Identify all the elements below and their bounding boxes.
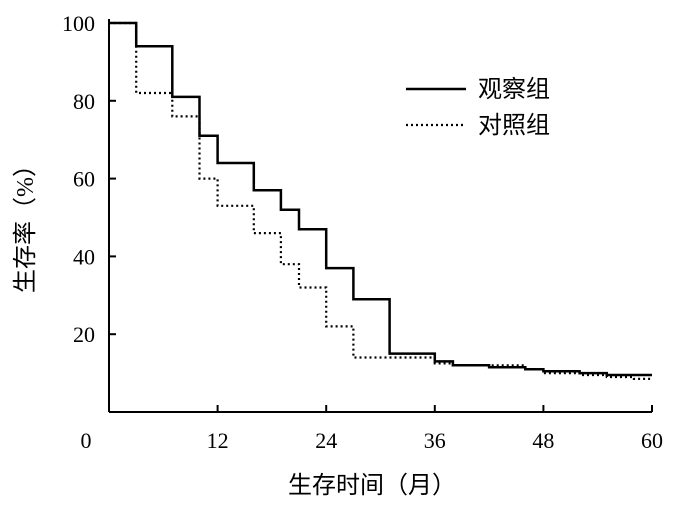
x-axis-label: 生存时间（月） [288, 472, 456, 499]
y-axis-label: 生存率（%） [12, 153, 39, 293]
x-tick-label-12: 12 [207, 428, 229, 453]
y-tick-label-100: 100 [62, 11, 95, 36]
y-tick-label-80: 80 [73, 89, 95, 114]
series-1-step-line [109, 21, 652, 380]
series-layer [109, 21, 652, 380]
legend-label-observation: 观察组 [478, 76, 550, 103]
legend-label-control: 对照组 [478, 112, 550, 139]
axes: 20 40 60 80 100 12 24 36 48 60 [62, 11, 663, 453]
series-0-step-line [109, 21, 652, 377]
origin-label: 0 [81, 428, 92, 453]
y-tick-label-60: 60 [73, 167, 95, 192]
legend: 观察组 对照组 [406, 76, 550, 139]
x-tick-label-60: 60 [641, 428, 663, 453]
x-tick-label-24: 24 [315, 428, 337, 453]
x-tick-label-36: 36 [424, 428, 446, 453]
y-tick-label-40: 40 [73, 244, 95, 269]
y-tick-label-20: 20 [73, 322, 95, 347]
x-tick-label-48: 48 [532, 428, 554, 453]
